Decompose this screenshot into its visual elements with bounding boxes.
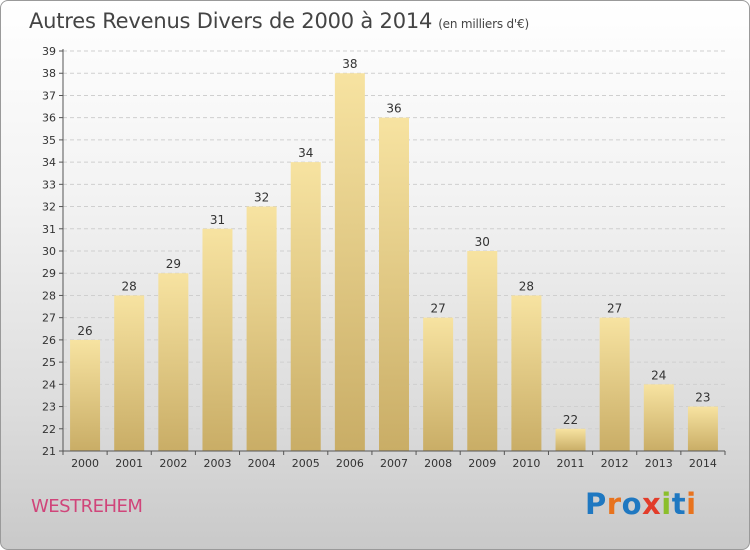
y-tick-label: 39 — [42, 45, 56, 58]
bar-2003 — [202, 228, 233, 451]
y-tick-label: 38 — [42, 67, 56, 80]
data-label: 26 — [77, 324, 92, 338]
y-tick-label: 27 — [42, 312, 56, 325]
x-tick-label: 2009 — [468, 457, 496, 470]
data-label: 32 — [254, 191, 269, 205]
y-tick-label: 31 — [42, 223, 56, 236]
logo-letter: i — [661, 487, 672, 521]
bar-2006 — [334, 73, 365, 451]
bar-2001 — [114, 295, 145, 451]
data-label: 31 — [210, 213, 225, 227]
x-tick-label: 2013 — [645, 457, 673, 470]
data-label: 28 — [122, 279, 137, 293]
data-label: 28 — [519, 279, 534, 293]
bar-2009 — [467, 251, 498, 451]
y-tick-label: 30 — [42, 245, 56, 258]
x-tick-label: 2004 — [248, 457, 276, 470]
bar-2004 — [246, 206, 277, 451]
bar-2005 — [290, 162, 321, 451]
y-tick-label: 33 — [42, 178, 56, 191]
x-tick-label: 2002 — [159, 457, 187, 470]
y-tick-label: 34 — [42, 156, 56, 169]
y-tick-label: 32 — [42, 201, 56, 214]
logo-letter: r — [606, 487, 622, 521]
bar-2010 — [511, 295, 542, 451]
logo-letter: P — [585, 487, 607, 521]
x-tick-label: 2014 — [689, 457, 717, 470]
y-tick-label: 37 — [42, 89, 56, 102]
bar-2013 — [643, 384, 674, 451]
bar-2008 — [423, 317, 454, 451]
data-label: 30 — [475, 235, 490, 249]
logo-letter: t — [671, 487, 687, 521]
x-tick-label: 2012 — [601, 457, 629, 470]
bar-2012 — [599, 317, 630, 451]
y-tick-label: 24 — [42, 378, 56, 391]
x-tick-label: 2008 — [424, 457, 452, 470]
y-tick-label: 26 — [42, 334, 56, 347]
x-tick-label: 2010 — [512, 457, 540, 470]
x-tick-label: 2001 — [115, 457, 143, 470]
x-tick-label: 2003 — [203, 457, 231, 470]
y-tick-label: 29 — [42, 267, 56, 280]
chart-title: Autres Revenus Divers de 2000 à 2014 (en … — [29, 9, 529, 33]
data-label: 22 — [563, 413, 578, 427]
y-tick-label: 21 — [42, 445, 56, 458]
y-tick-label: 25 — [42, 356, 56, 369]
data-label: 27 — [607, 302, 622, 316]
x-tick-label: 2005 — [292, 457, 320, 470]
logo-letter: x — [642, 487, 662, 521]
labels: 21 22 23 24 25 26 27 28 29 30 31 32 33 34 35 36 37 38 39 20… — [42, 45, 717, 470]
bar-2007 — [379, 117, 409, 452]
x-tick-label: 2007 — [380, 457, 408, 470]
chart-unit: (en milliers d'€) — [438, 17, 529, 31]
chart-title-text: Autres Revenus Divers de 2000 à 2014 — [29, 9, 433, 33]
x-tick-label: 2000 — [71, 457, 99, 470]
bars — [70, 73, 718, 452]
y-tick-label: 35 — [42, 134, 56, 147]
data-label: 36 — [386, 102, 401, 116]
y-tick-label: 36 — [42, 112, 56, 125]
x-tick-label: 2006 — [336, 457, 364, 470]
y-tick-label: 22 — [42, 423, 56, 436]
bar-2002 — [158, 273, 189, 451]
data-label: 24 — [651, 368, 666, 382]
data-label: 38 — [342, 57, 357, 71]
logo-letter: o — [621, 487, 643, 521]
data-label: 34 — [298, 146, 313, 160]
data-label: 29 — [166, 257, 181, 271]
y-tick-label: 28 — [42, 289, 56, 302]
x-tick-label: 2011 — [557, 457, 585, 470]
proxiti-logo: Proxiti — [585, 487, 697, 521]
data-label: 23 — [695, 391, 710, 405]
logo-letter: i — [686, 487, 697, 521]
axes — [59, 49, 726, 455]
data-label: 27 — [430, 302, 445, 316]
bar-2011 — [555, 428, 586, 451]
commune-name: WESTREHEM — [31, 496, 143, 517]
y-tick-label: 23 — [42, 401, 56, 414]
bar-2000 — [70, 339, 101, 451]
bar-2014 — [687, 406, 718, 451]
